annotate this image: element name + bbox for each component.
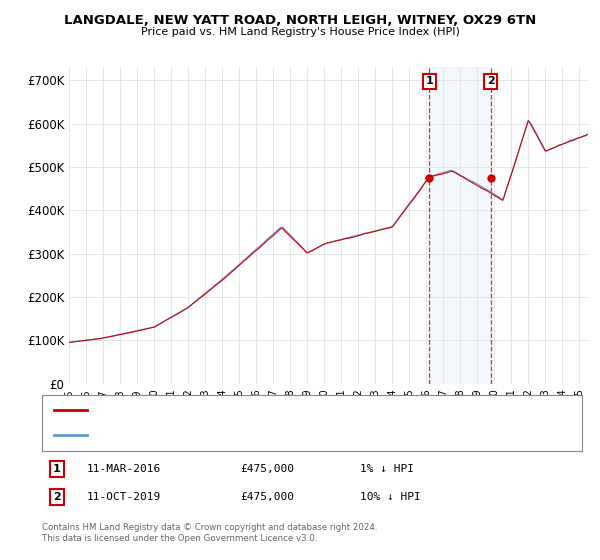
Text: 2: 2 (487, 76, 494, 86)
Bar (429, 67, 491, 384)
Text: HPI: Average price, detached house, West Oxfordshire: HPI: Average price, detached house, West… (93, 430, 376, 440)
Text: 2: 2 (53, 492, 61, 502)
Text: 10% ↓ HPI: 10% ↓ HPI (360, 492, 421, 502)
Text: Contains HM Land Registry data © Crown copyright and database right 2024.
This d: Contains HM Land Registry data © Crown c… (42, 524, 377, 543)
Text: Price paid vs. HM Land Registry's House Price Index (HPI): Price paid vs. HM Land Registry's House … (140, 27, 460, 37)
Text: £475,000: £475,000 (240, 492, 294, 502)
Text: 11-OCT-2019: 11-OCT-2019 (87, 492, 161, 502)
Text: LANGDALE, NEW YATT ROAD, NORTH LEIGH, WITNEY, OX29 6TN (detached house): LANGDALE, NEW YATT ROAD, NORTH LEIGH, WI… (93, 405, 519, 416)
Text: 11-MAR-2016: 11-MAR-2016 (87, 464, 161, 474)
Text: £475,000: £475,000 (240, 464, 294, 474)
Text: LANGDALE, NEW YATT ROAD, NORTH LEIGH, WITNEY, OX29 6TN: LANGDALE, NEW YATT ROAD, NORTH LEIGH, WI… (64, 14, 536, 27)
Text: 1: 1 (425, 76, 433, 86)
Text: 1% ↓ HPI: 1% ↓ HPI (360, 464, 414, 474)
Text: 1: 1 (53, 464, 61, 474)
